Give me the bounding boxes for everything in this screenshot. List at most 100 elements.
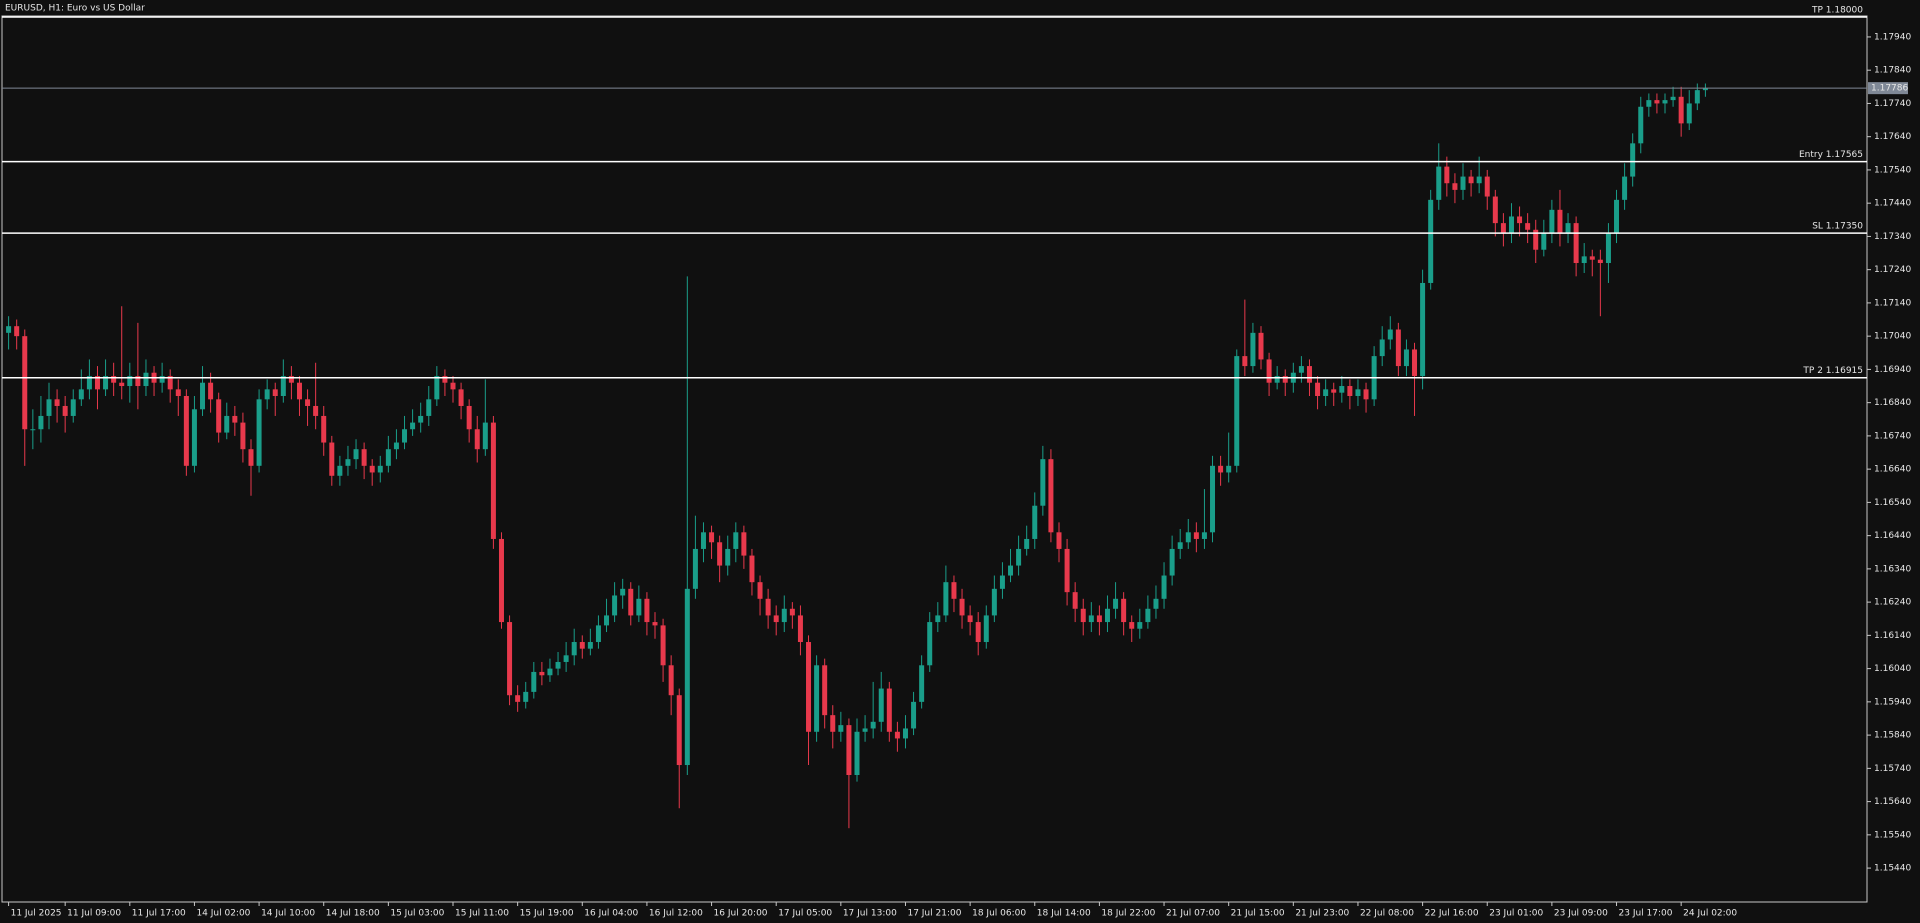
x-tick-label: 17 Jul 13:00 bbox=[843, 909, 897, 919]
candle-body bbox=[620, 588, 626, 596]
candle-body bbox=[1646, 100, 1652, 107]
candle-body bbox=[1161, 575, 1167, 599]
candle-body bbox=[418, 415, 424, 423]
candle-body bbox=[321, 415, 327, 443]
x-tick-label: 21 Jul 23:00 bbox=[1295, 909, 1349, 919]
level-label: TP 1.18000 bbox=[1811, 5, 1863, 15]
candle-body bbox=[1363, 389, 1369, 400]
candle-body bbox=[86, 376, 92, 390]
candle-body bbox=[806, 642, 812, 732]
x-tick-label: 21 Jul 15:00 bbox=[1231, 909, 1285, 919]
candle-body bbox=[1444, 166, 1450, 184]
candle-body bbox=[1614, 199, 1620, 234]
candle-body bbox=[6, 326, 12, 333]
x-tick-label: 22 Jul 16:00 bbox=[1425, 909, 1479, 919]
candle-body bbox=[935, 615, 941, 623]
y-tick-label: 1.17940 bbox=[1874, 32, 1911, 42]
candle-body bbox=[175, 389, 181, 396]
candle-body bbox=[1008, 565, 1014, 576]
candle-body bbox=[1428, 199, 1434, 283]
y-tick-label: 1.16340 bbox=[1874, 564, 1911, 574]
y-tick-label: 1.16740 bbox=[1874, 431, 1911, 441]
candle-body bbox=[1436, 166, 1442, 200]
candle-body bbox=[1234, 356, 1240, 466]
candle-body bbox=[1500, 223, 1506, 234]
candle-body bbox=[1492, 196, 1498, 224]
candle-body bbox=[975, 622, 981, 643]
y-tick-label: 1.16640 bbox=[1874, 465, 1911, 475]
candle-body bbox=[1096, 615, 1102, 623]
candle-body bbox=[1339, 386, 1345, 393]
candle-body bbox=[604, 615, 610, 626]
candle-body bbox=[305, 399, 311, 406]
candle-body bbox=[983, 615, 989, 643]
candle-body bbox=[103, 376, 109, 390]
candle-body bbox=[692, 548, 698, 589]
candle-body bbox=[1331, 389, 1337, 393]
candle-body bbox=[587, 642, 593, 649]
x-tick-label: 11 Jul 2025 bbox=[11, 909, 62, 919]
candle-body bbox=[1306, 366, 1312, 383]
candle-body bbox=[385, 449, 391, 466]
candle-body bbox=[684, 588, 690, 766]
candle-body bbox=[1508, 216, 1514, 234]
candle-body bbox=[1517, 216, 1523, 224]
candle-body bbox=[1622, 176, 1628, 200]
candle-body bbox=[127, 376, 133, 387]
candle-body bbox=[555, 661, 561, 669]
candle-body bbox=[46, 399, 52, 416]
y-tick-label: 1.17440 bbox=[1874, 199, 1911, 209]
candle-body bbox=[482, 422, 488, 450]
candle-body bbox=[159, 376, 165, 383]
candle-body bbox=[1104, 608, 1110, 623]
candle-body bbox=[167, 376, 173, 390]
candle-body bbox=[232, 415, 238, 423]
y-tick-label: 1.15840 bbox=[1874, 731, 1911, 741]
x-tick-label: 14 Jul 10:00 bbox=[261, 909, 315, 919]
candle-body bbox=[329, 442, 335, 476]
candle-body bbox=[515, 695, 521, 702]
candle-body bbox=[498, 538, 504, 623]
current-price-label: 1.17786 bbox=[1871, 84, 1908, 94]
candle-body bbox=[272, 389, 278, 396]
candle-body bbox=[765, 598, 771, 616]
y-tick-label: 1.17740 bbox=[1874, 99, 1911, 109]
candle-body bbox=[1088, 615, 1094, 623]
candle-body bbox=[571, 642, 577, 656]
y-tick-label: 1.15640 bbox=[1874, 797, 1911, 807]
candle-body bbox=[579, 642, 585, 649]
x-tick-label: 23 Jul 01:00 bbox=[1489, 909, 1543, 919]
candle-body bbox=[1056, 532, 1062, 549]
candle-body bbox=[337, 465, 343, 476]
candle-body bbox=[393, 442, 399, 450]
candle-body bbox=[38, 415, 44, 430]
candle-body bbox=[838, 725, 844, 732]
candle-body bbox=[296, 382, 302, 400]
x-tick-label: 15 Jul 19:00 bbox=[520, 909, 574, 919]
current-price-box bbox=[1868, 82, 1908, 95]
candle-body bbox=[741, 532, 747, 556]
candle-body bbox=[1654, 100, 1660, 104]
candle-body bbox=[191, 409, 197, 466]
candle-body bbox=[200, 382, 206, 410]
x-tick-label: 11 Jul 09:00 bbox=[67, 909, 121, 919]
candle-body bbox=[1298, 366, 1304, 373]
x-tick-label: 18 Jul 06:00 bbox=[972, 909, 1026, 919]
candle-body bbox=[862, 728, 868, 732]
candle-body bbox=[280, 376, 286, 396]
candle-body bbox=[1533, 229, 1539, 250]
y-tick-label: 1.17640 bbox=[1874, 132, 1911, 142]
candle-body bbox=[1412, 349, 1418, 377]
y-tick-label: 1.16440 bbox=[1874, 531, 1911, 541]
candle-body bbox=[1549, 209, 1555, 234]
candle-body bbox=[846, 725, 852, 776]
candle-body bbox=[1581, 256, 1587, 264]
candle-body bbox=[256, 399, 262, 466]
x-tick-label: 23 Jul 09:00 bbox=[1554, 909, 1608, 919]
candle-body bbox=[1137, 622, 1143, 629]
candle-body bbox=[668, 665, 674, 696]
candle-body bbox=[1597, 259, 1603, 264]
candle-body bbox=[361, 449, 367, 466]
candle-body bbox=[1476, 176, 1482, 184]
